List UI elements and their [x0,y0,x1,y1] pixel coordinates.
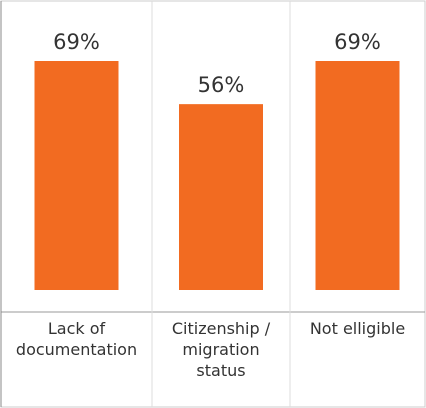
value-label: 69% [53,30,100,54]
value-label: 69% [334,30,381,54]
bar [179,104,263,290]
x-tick-label: Lack of documentation [15,319,138,359]
value-label: 56% [197,73,245,98]
bar [315,61,400,290]
x-tick-label: Citizenship / migration status [171,319,271,380]
x-tick-label: Not elligible [309,319,406,338]
bar [34,61,119,290]
